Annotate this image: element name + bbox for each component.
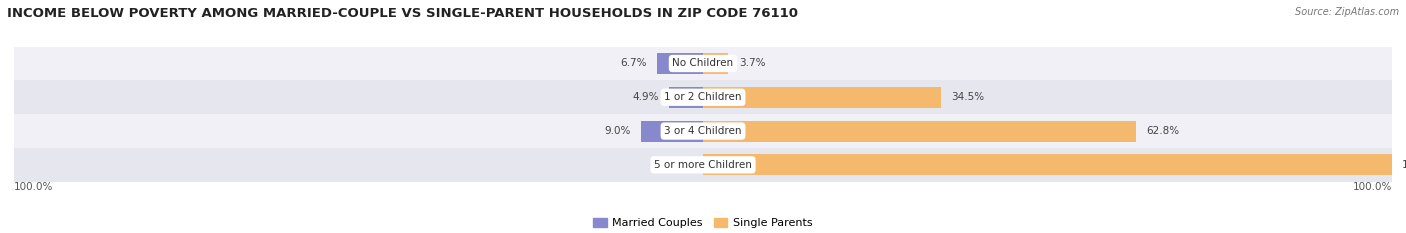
Bar	[14, 80, 1392, 114]
Bar	[657, 53, 703, 74]
Text: 1 or 2 Children: 1 or 2 Children	[664, 92, 742, 102]
Text: Source: ZipAtlas.com: Source: ZipAtlas.com	[1295, 7, 1399, 17]
Bar	[703, 121, 1136, 141]
Bar	[14, 114, 1392, 148]
Text: 3 or 4 Children: 3 or 4 Children	[664, 126, 742, 136]
Bar	[703, 154, 1392, 175]
Text: INCOME BELOW POVERTY AMONG MARRIED-COUPLE VS SINGLE-PARENT HOUSEHOLDS IN ZIP COD: INCOME BELOW POVERTY AMONG MARRIED-COUPL…	[7, 7, 799, 20]
Bar	[703, 53, 728, 74]
Text: 9.0%: 9.0%	[605, 126, 631, 136]
Bar	[14, 47, 1392, 80]
Bar	[641, 121, 703, 141]
Text: 3.7%: 3.7%	[738, 58, 765, 69]
Bar	[703, 87, 941, 108]
Bar	[669, 87, 703, 108]
Text: No Children: No Children	[672, 58, 734, 69]
Text: 0.0%: 0.0%	[666, 160, 693, 170]
Text: 62.8%: 62.8%	[1146, 126, 1180, 136]
Text: 4.9%: 4.9%	[633, 92, 659, 102]
Text: 100.0%: 100.0%	[1353, 182, 1392, 192]
Text: 34.5%: 34.5%	[950, 92, 984, 102]
Text: 100.0%: 100.0%	[14, 182, 53, 192]
Legend: Married Couples, Single Parents: Married Couples, Single Parents	[589, 214, 817, 233]
Text: 6.7%: 6.7%	[620, 58, 647, 69]
Text: 100.0%: 100.0%	[1402, 160, 1406, 170]
Text: 5 or more Children: 5 or more Children	[654, 160, 752, 170]
Bar	[14, 148, 1392, 182]
